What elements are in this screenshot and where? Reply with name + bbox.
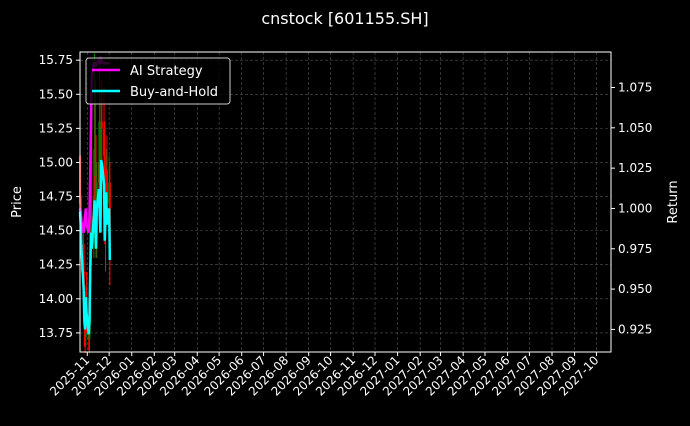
y-tick-label: 14.50 (39, 224, 73, 238)
y2-axis-label: Return (666, 180, 681, 223)
y2-tick-label: 1.000 (618, 201, 652, 215)
y2-tick-label: 0.975 (618, 242, 652, 256)
series-line-buy-and-hold (78, 159, 112, 335)
y-tick-label: 15.75 (39, 53, 73, 67)
legend: AI Strategy Buy-and-Hold (85, 57, 231, 105)
y-tick-label: 15.25 (39, 121, 73, 135)
y-tick-label: 15.00 (39, 155, 73, 169)
plot-frame (79, 51, 612, 353)
y2-tick-label: 1.075 (618, 80, 652, 94)
y2-tick-label: 1.050 (618, 121, 652, 135)
legend-label-ai-strategy: AI Strategy (130, 64, 203, 79)
legend-label-buy-and-hold: Buy-and-Hold (130, 85, 218, 100)
y2-tick-label: 0.925 (618, 322, 652, 336)
y-axis-label: Price (10, 186, 25, 218)
legend-box (85, 57, 231, 105)
y2-tick-label: 1.025 (618, 161, 652, 175)
y-tick-label: 14.75 (39, 190, 73, 204)
y-tick-label: 14.25 (39, 258, 73, 272)
chart-title: cnstock [601155.SH] (261, 9, 428, 28)
axes: 2025-112025-122026-012026-022026-032026-… (39, 53, 653, 398)
y2-tick-label: 0.950 (618, 282, 652, 296)
y-tick-label: 13.75 (39, 326, 73, 340)
y-tick-label: 14.00 (39, 292, 73, 306)
y-tick-label: 15.50 (39, 87, 73, 101)
